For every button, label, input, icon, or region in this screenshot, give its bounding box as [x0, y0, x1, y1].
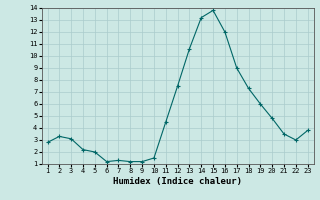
X-axis label: Humidex (Indice chaleur): Humidex (Indice chaleur) [113, 177, 242, 186]
